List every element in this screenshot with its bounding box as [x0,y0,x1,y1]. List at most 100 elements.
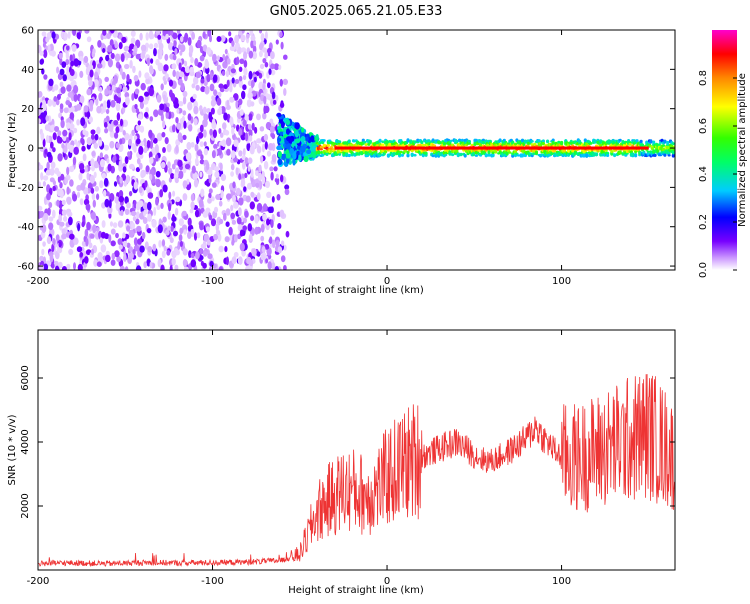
heatmap-cell [65,100,71,106]
heatmap-cell [242,119,247,127]
heatmap-cell [208,266,213,270]
heatmap-cell [396,150,400,153]
heatmap-cell [195,71,202,79]
heatmap-cell [171,63,177,70]
heatmap-cell [69,68,75,77]
y-tick-label: 60 [21,26,34,37]
heatmap-cell [254,215,259,224]
heatmap-cell [139,32,143,41]
heatmap-cell [262,213,267,221]
heatmap-cell [166,143,172,153]
heatmap-cell [59,81,64,88]
heatmap-cell [92,48,96,55]
heatmap-cell [233,234,238,243]
heatmap-cell [270,51,275,60]
heatmap-cell [68,132,72,141]
heatmap-cell [326,143,330,147]
heatmap-cell [546,139,550,144]
heatmap-cell [363,140,367,144]
heatmap-cell [124,63,130,70]
heatmap-cell [211,118,216,126]
heatmap-cell [174,177,179,184]
heatmap-cell [317,150,321,155]
heatmap-cell [248,113,253,121]
heatmap-cell [550,151,554,156]
heatmap-cell [343,141,347,145]
heatmap-cell [259,63,265,70]
heatmap-cell [40,132,45,141]
heatmap-cell [222,122,227,130]
heatmap-cell [254,126,258,134]
heatmap-cell [265,258,269,264]
heatmap-cell [463,154,467,158]
heatmap-cell [258,81,264,91]
heatmap-cell [58,241,62,248]
heatmap-cell [652,140,656,145]
heatmap-cell [256,202,263,212]
heatmap-cell [663,153,667,157]
heatmap-cell [631,152,635,157]
heatmap-cell [195,84,200,91]
heatmap-cell [123,45,130,52]
heatmap-cell [455,140,459,143]
heatmap-cell [76,103,82,111]
heatmap-cell [176,123,181,130]
heatmap-cell [431,154,435,158]
heatmap-cell [173,40,177,48]
heatmap-cell [191,165,196,174]
heatmap-cell [203,141,207,147]
heatmap-cell [451,153,455,157]
heatmap-cell [228,226,233,236]
heatmap-cell [271,196,275,203]
heatmap-cell [107,205,113,215]
heatmap-cell [125,174,130,184]
heatmap-cell [150,58,154,64]
heatmap-cell [104,88,109,96]
heatmap-cell [410,152,414,157]
heatmap-cell [60,173,65,181]
heatmap-cell [273,63,280,71]
heatmap-cell [105,54,110,62]
heatmap-cell [192,93,197,100]
heatmap-cell [325,152,329,156]
heatmap-cell [61,209,67,216]
heatmap-cell [66,45,70,51]
heatmap-cell [147,192,154,199]
heatmap-cell [173,230,178,237]
heatmap-cell [119,265,125,270]
heatmap-cell [282,78,288,85]
heatmap-cell [185,152,191,161]
heatmap-cell [513,142,518,146]
heatmap-cell [41,248,45,256]
heatmap-cell [129,246,133,253]
heatmap-cell [122,119,128,128]
heatmap-cell [251,248,257,257]
heatmap-cell [160,202,164,209]
heatmap-cell [130,30,136,37]
heatmap-cell [274,177,280,183]
heatmap-cell [139,245,145,253]
heatmap-cell [459,152,463,157]
heatmap-cell [103,121,108,128]
heatmap-cell [243,60,248,68]
heatmap-cell [134,103,138,110]
heatmap-cell [51,31,56,39]
heatmap-cell [312,151,317,158]
heatmap-cell [189,66,194,73]
heatmap-cell [107,44,113,53]
heatmap-cell [474,154,478,157]
heatmap-cell [157,48,163,56]
heatmap-cell [97,155,101,163]
heatmap-cell [183,120,187,129]
heatmap-cell [198,132,204,139]
heatmap-cell [634,153,638,158]
heatmap-cell [319,151,323,154]
heatmap-cell [378,138,382,143]
heatmap-cell [115,103,121,112]
heatmap-cell [190,56,194,64]
heatmap-cell [140,82,146,91]
heatmap-cell [583,138,587,143]
heatmap-cell [124,132,130,141]
heatmap-cell [79,251,84,258]
heatmap-cell [203,250,208,257]
